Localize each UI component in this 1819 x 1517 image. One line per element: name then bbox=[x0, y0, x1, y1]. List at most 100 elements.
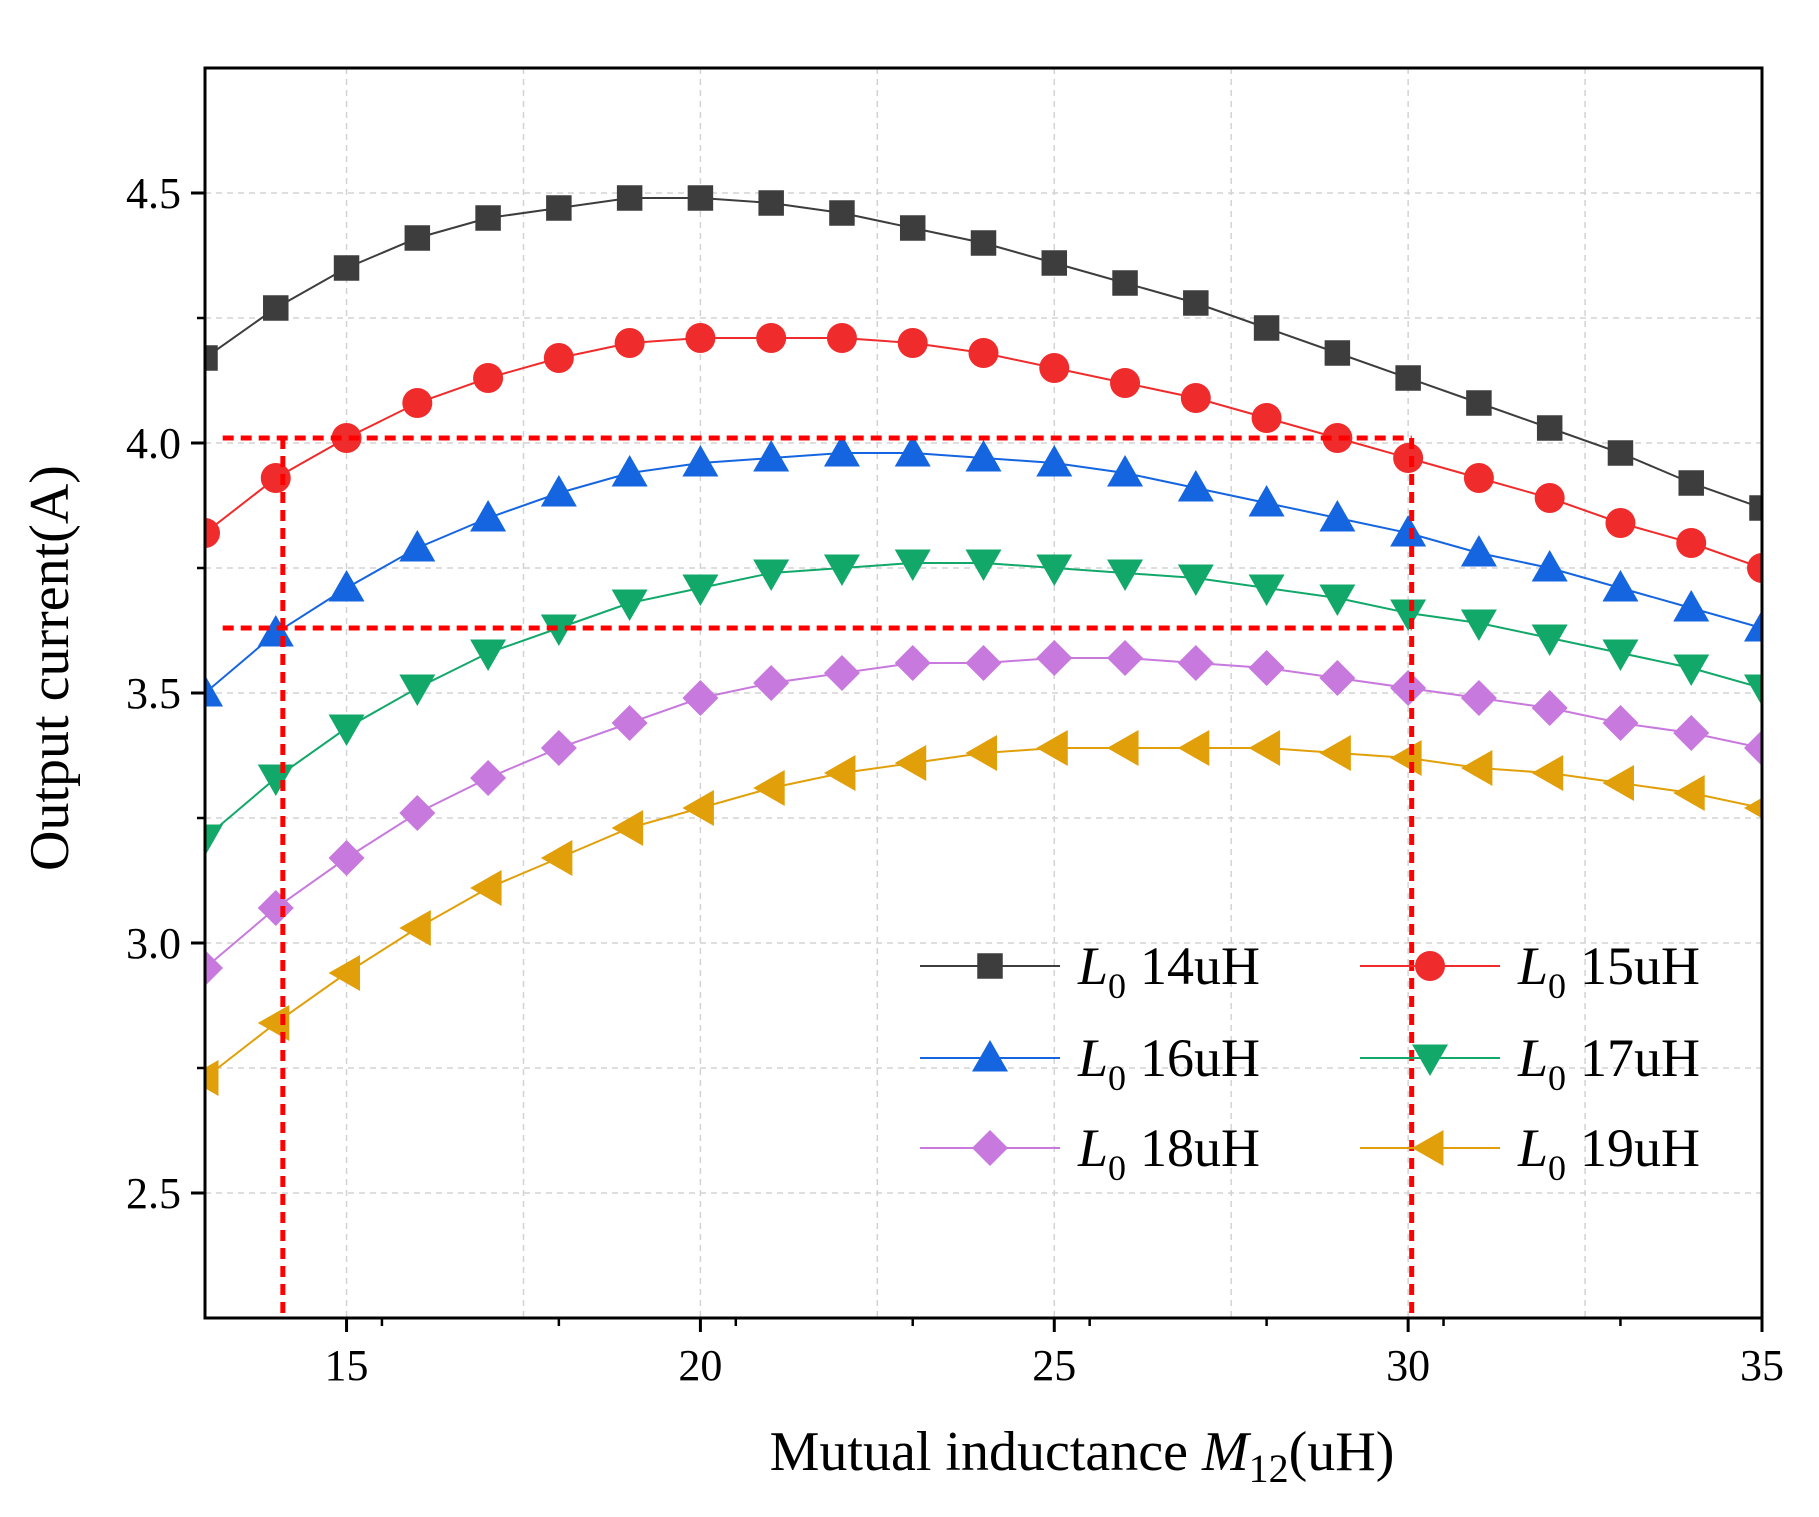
data-point bbox=[970, 230, 997, 256]
data-point bbox=[753, 440, 790, 472]
data-point bbox=[205, 950, 223, 986]
data-point bbox=[965, 549, 1002, 581]
data-point bbox=[1460, 535, 1497, 567]
y-tick-label: 3.5 bbox=[126, 669, 181, 718]
series-17uH bbox=[205, 549, 1762, 856]
legend-name: 18uH bbox=[1140, 1118, 1260, 1178]
data-point bbox=[823, 435, 860, 467]
data-point bbox=[894, 645, 931, 681]
data-point bbox=[611, 810, 644, 846]
data-point bbox=[1531, 755, 1564, 791]
data-point bbox=[257, 890, 294, 926]
data-point bbox=[257, 615, 294, 647]
data-point bbox=[1749, 495, 1762, 521]
data-point bbox=[328, 840, 365, 876]
data-point bbox=[1177, 470, 1214, 502]
data-point bbox=[205, 1060, 219, 1096]
data-point bbox=[753, 559, 790, 591]
data-point bbox=[1324, 340, 1351, 366]
series-15uH bbox=[205, 323, 1762, 583]
data-point bbox=[965, 440, 1002, 472]
legend-label: L0 19uH bbox=[1517, 1118, 1700, 1188]
series-line bbox=[205, 562, 1762, 839]
data-point bbox=[611, 455, 648, 487]
x-tick-label: 35 bbox=[1740, 1341, 1784, 1390]
data-point bbox=[1107, 455, 1144, 487]
data-point bbox=[1744, 730, 1762, 766]
legend-symbol: L bbox=[1517, 1028, 1548, 1088]
data-point bbox=[611, 589, 648, 621]
data-point bbox=[758, 190, 784, 216]
legend-item-16uH: L0 16uH bbox=[920, 1028, 1260, 1098]
legend-item-18uH: L0 18uH bbox=[920, 1118, 1260, 1188]
data-point bbox=[1112, 270, 1138, 296]
x-tick-label: 30 bbox=[1386, 1341, 1430, 1390]
data-point bbox=[685, 323, 716, 353]
legend-marker bbox=[972, 1040, 1008, 1072]
legend-subscript: 0 bbox=[1548, 1148, 1566, 1188]
data-point bbox=[1602, 570, 1639, 602]
data-point bbox=[1036, 640, 1073, 676]
data-point bbox=[257, 764, 294, 796]
data-point bbox=[1039, 353, 1070, 383]
data-point bbox=[687, 185, 714, 211]
data-point bbox=[470, 500, 507, 532]
data-point bbox=[1744, 797, 1762, 819]
data-point bbox=[1319, 500, 1356, 532]
data-point bbox=[1390, 670, 1427, 706]
legend-label: L0 15uH bbox=[1517, 936, 1700, 1006]
data-point bbox=[1534, 483, 1565, 513]
legend-item-19uH: L0 19uH bbox=[1360, 1118, 1700, 1188]
data-point bbox=[1177, 564, 1214, 596]
data-point bbox=[753, 665, 790, 701]
data-point bbox=[899, 215, 926, 241]
data-point bbox=[1676, 528, 1707, 558]
legend-name: 14uH bbox=[1140, 936, 1260, 996]
data-point bbox=[611, 705, 648, 741]
data-point bbox=[1607, 440, 1634, 466]
data-point bbox=[543, 343, 574, 373]
legend-marker bbox=[1415, 951, 1445, 981]
y-tick-label: 4.5 bbox=[126, 169, 181, 218]
data-point bbox=[1463, 463, 1494, 493]
data-point bbox=[475, 205, 501, 231]
data-point bbox=[1107, 640, 1144, 676]
legend-name: 17uH bbox=[1580, 1028, 1700, 1088]
data-point bbox=[894, 435, 931, 467]
data-point bbox=[1319, 584, 1356, 616]
data-point bbox=[1605, 508, 1636, 538]
data-point bbox=[540, 475, 577, 507]
data-point bbox=[205, 824, 223, 856]
data-point bbox=[399, 530, 436, 562]
data-point bbox=[1177, 645, 1214, 681]
data-point bbox=[1110, 368, 1141, 398]
data-point bbox=[1390, 599, 1427, 631]
data-point bbox=[756, 323, 787, 353]
data-point bbox=[1322, 423, 1353, 453]
data-point bbox=[829, 200, 855, 226]
data-point bbox=[1395, 365, 1421, 391]
data-point bbox=[1319, 735, 1351, 771]
data-point bbox=[1393, 443, 1424, 473]
legend-marker bbox=[972, 1130, 1008, 1166]
data-point bbox=[1036, 730, 1068, 766]
legend-subscript: 0 bbox=[1108, 966, 1126, 1006]
data-point bbox=[205, 675, 223, 707]
data-point bbox=[682, 445, 719, 477]
data-point bbox=[1041, 250, 1068, 276]
data-point bbox=[1673, 715, 1710, 751]
data-point bbox=[1248, 574, 1285, 606]
data-point bbox=[1248, 730, 1281, 766]
data-point bbox=[1036, 554, 1073, 586]
data-point bbox=[546, 195, 572, 221]
data-point bbox=[1678, 470, 1704, 496]
annotation-layer bbox=[222, 435, 1415, 1318]
data-point bbox=[331, 423, 362, 453]
x-tick-label: 20 bbox=[678, 1341, 722, 1390]
data-point bbox=[614, 328, 645, 358]
data-point bbox=[616, 185, 643, 211]
data-point bbox=[682, 680, 719, 716]
data-point bbox=[328, 570, 365, 602]
data-point bbox=[1460, 680, 1497, 716]
data-point bbox=[1744, 674, 1762, 706]
